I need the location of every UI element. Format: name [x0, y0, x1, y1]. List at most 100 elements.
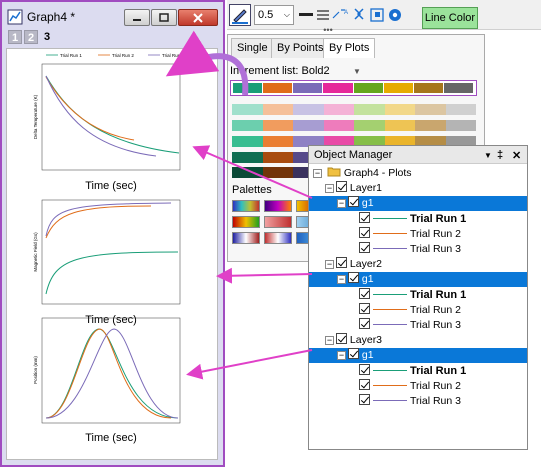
collapse-icon[interactable]: − [337, 350, 346, 360]
tree-group-2[interactable]: − g1 [309, 272, 527, 287]
tree-group-label: g1 [361, 273, 374, 285]
line-width-select[interactable]: 0.5 ⌵ [254, 5, 294, 25]
plot-line-swatch [373, 309, 407, 310]
graph-window-title: Graph4 * [27, 10, 76, 24]
close-icon[interactable]: ✕ [512, 150, 522, 162]
plot-panel-1[interactable]: Delta Temperature (K) Time (sec) [33, 63, 181, 192]
tab-single[interactable]: Single [231, 38, 274, 58]
checkbox[interactable] [348, 196, 359, 207]
chevron-down-icon[interactable]: ▼ [484, 151, 492, 160]
tab-by-points[interactable]: By Points [271, 38, 330, 58]
legend-item-2: Trial Run 2 [112, 53, 134, 58]
tree-plot[interactable]: Trial Run 2 [309, 379, 527, 394]
checkbox[interactable] [359, 288, 370, 299]
checkbox[interactable] [359, 364, 370, 375]
tree-root-label: Graph4 - Plots [343, 167, 412, 179]
close-icon [193, 12, 203, 23]
toolbar-icons[interactable]: A [297, 6, 415, 24]
collapse-icon[interactable]: − [313, 168, 322, 178]
tree-group-1[interactable]: − g1 [309, 196, 527, 211]
checkbox[interactable] [336, 333, 347, 344]
palette-row[interactable] [232, 136, 476, 147]
object-manager-title: Object Manager [314, 149, 393, 161]
palette-row[interactable] [232, 104, 476, 115]
tree-plot[interactable]: Trial Run 2 [309, 303, 527, 318]
palette-row[interactable] [232, 120, 476, 131]
legend-item-3: Trial Run 3 [162, 53, 184, 58]
tree-group-3[interactable]: − g1 [309, 348, 527, 363]
tab-by-plots[interactable]: By Plots [323, 38, 376, 58]
tree-plot[interactable]: Trial Run 2 [309, 227, 527, 242]
tree-layer-3[interactable]: − Layer3 [309, 333, 527, 348]
tree-plot[interactable]: Trial Run 3 [309, 318, 527, 333]
tree-root[interactable]: − Graph4 - Plots [309, 166, 527, 181]
checkbox[interactable] [359, 379, 370, 390]
layer-tab-1[interactable]: 1 [8, 30, 22, 44]
svg-text:A: A [344, 10, 348, 16]
checkbox[interactable] [336, 257, 347, 268]
line-color-button[interactable]: Line Color [422, 7, 478, 29]
plot-panel-2[interactable]: Magnetic Field (Gs) Time (sec) [33, 199, 181, 326]
panel-1-ylabel: Delta Temperature (K) [33, 94, 38, 139]
tree-layer-1[interactable]: − Layer1 [309, 181, 527, 196]
pen-color-button[interactable] [229, 4, 251, 26]
layer-tab-2[interactable]: 2 [24, 30, 38, 44]
arrow-icon [216, 267, 313, 284]
tree-plot[interactable]: Trial Run 1 [309, 364, 527, 379]
checkbox[interactable] [359, 227, 370, 238]
tree-plot-label: Trial Run 1 [410, 365, 467, 377]
panel-2-xlabel: Time (sec) [85, 314, 137, 326]
panel-2-ylabel: Magnetic Field (Gs) [33, 232, 38, 272]
close-button[interactable] [178, 9, 218, 26]
line-width-value: 0.5 [258, 9, 274, 21]
checkbox[interactable] [348, 272, 359, 283]
panel-3-ylabel: Position (mm) [33, 356, 38, 384]
layer-tab-3[interactable]: 3 [43, 31, 51, 43]
collapse-icon[interactable]: − [325, 335, 334, 345]
checkbox[interactable] [359, 318, 370, 329]
plot-line-swatch [373, 370, 407, 371]
tree-plot[interactable]: Trial Run 3 [309, 394, 527, 409]
tree-layer-2[interactable]: − Layer2 [309, 257, 527, 272]
maximize-button[interactable] [151, 9, 177, 26]
checkbox[interactable] [336, 181, 347, 192]
collapse-icon[interactable]: − [337, 274, 346, 284]
tree-plot-label: Trial Run 2 [410, 380, 461, 392]
legend-item-1: Trial Run 1 [60, 53, 82, 58]
tree-layer-label: Layer2 [349, 258, 383, 270]
tree-plot-label: Trial Run 1 [410, 213, 467, 225]
minimize-button[interactable] [124, 9, 150, 26]
pin-icon[interactable]: ‡ [497, 149, 504, 161]
checkbox[interactable] [359, 394, 370, 405]
plot-line-swatch [373, 324, 407, 325]
checkbox[interactable] [359, 242, 370, 253]
plot-line-swatch [373, 294, 407, 295]
panel-1-xlabel: Time (sec) [85, 180, 137, 192]
graph-app-icon [7, 9, 23, 25]
collapse-icon[interactable]: − [337, 198, 346, 208]
tree-group-label: g1 [361, 197, 374, 209]
pen-icon [232, 9, 248, 24]
checkbox[interactable] [359, 303, 370, 314]
plot-panel-3[interactable]: Position (mm) Time (sec) [33, 317, 181, 444]
collapse-icon[interactable]: − [325, 259, 334, 269]
tree-plot-label: Trial Run 1 [410, 289, 467, 301]
tree-plot-label: Trial Run 3 [410, 319, 461, 331]
collapse-icon[interactable]: − [325, 183, 334, 193]
folder-icon [327, 167, 341, 177]
toolbar-overflow[interactable]: ••• [323, 25, 333, 35]
arrow-style-icon [332, 9, 345, 19]
tree-plot[interactable]: Trial Run 1 [309, 212, 527, 227]
chevron-down-icon[interactable]: ▼ [353, 67, 361, 76]
plot-line-swatch [373, 218, 407, 219]
increment-list-bold2[interactable] [230, 80, 477, 96]
graph-page[interactable] [6, 48, 218, 460]
graph-plots[interactable]: Trial Run 1 Trial Run 2 Trial Run 3 Delt… [6, 48, 218, 460]
increment-list-label[interactable]: Increment list: Bold2 [230, 65, 330, 77]
tree-plot-label: Trial Run 3 [410, 395, 461, 407]
checkbox[interactable] [359, 212, 370, 223]
tree-plot[interactable]: Trial Run 3 [309, 242, 527, 257]
checkbox[interactable] [348, 348, 359, 359]
tree-plot[interactable]: Trial Run 1 [309, 288, 527, 303]
palettes-label: Palettes [232, 184, 272, 196]
